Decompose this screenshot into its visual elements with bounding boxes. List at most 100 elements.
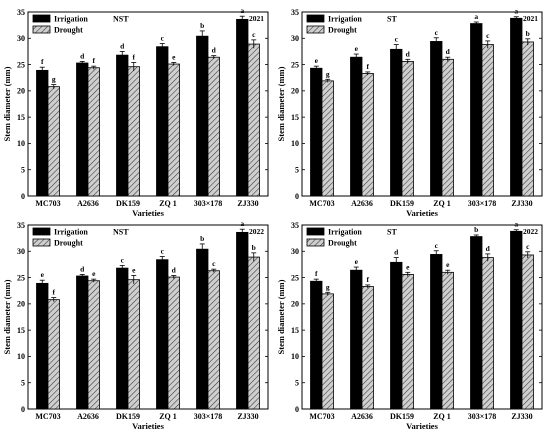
y-tick-label: 35: [17, 8, 25, 17]
legend-treatment-note: NST: [113, 15, 129, 24]
significance-letter: f: [315, 269, 318, 278]
significance-letter: f: [53, 288, 56, 297]
x-tick-label: 303×178: [468, 199, 497, 208]
bar-irrigation: [310, 67, 323, 197]
y-tick-label: 35: [17, 221, 25, 230]
x-tick-label: DK159: [116, 199, 140, 208]
y-tick-label: 0: [21, 405, 25, 414]
legend-treatment-note: ST: [387, 15, 397, 24]
x-tick-label: DK159: [116, 412, 140, 421]
y-tick-label: 15: [291, 326, 299, 335]
significance-letter: e: [355, 257, 359, 266]
significance-letter: b: [252, 243, 256, 252]
y-tick-label: 0: [295, 192, 299, 201]
bar-irrigation: [430, 254, 443, 410]
bar-irrigation: [76, 275, 89, 410]
x-tick-label: ZQ 1: [159, 199, 177, 208]
significance-letter: d: [406, 49, 411, 58]
bar-drought: [321, 80, 334, 197]
y-axis-label: Stem diameter (mm): [276, 66, 286, 141]
y-tick-label: 15: [291, 113, 299, 122]
plot-frame: [27, 224, 269, 410]
y-tick-label: 35: [291, 8, 299, 17]
year-label: 2022: [249, 227, 264, 236]
legend-label-drought: Drought: [328, 26, 357, 35]
bar-drought: [127, 66, 140, 197]
significance-letter: g: [326, 69, 330, 78]
significance-letter: d: [446, 47, 451, 56]
y-tick-label: 25: [291, 60, 299, 69]
y-tick-label: 25: [291, 273, 299, 282]
significance-letter: g: [326, 282, 330, 291]
y-tick-label: 25: [17, 273, 25, 282]
legend-label-drought: Drought: [54, 26, 83, 35]
significance-letter: b: [474, 225, 478, 234]
bar-irrigation: [116, 54, 129, 197]
bar-irrigation: [350, 269, 363, 410]
x-tick-label: A2636: [351, 412, 373, 421]
year-label: 2022: [523, 227, 538, 236]
y-tick-label: 30: [291, 247, 299, 256]
legend-label-irrigation: Irrigation: [54, 15, 88, 24]
x-tick-label: ZQ 1: [433, 412, 451, 421]
x-tick-label: 303×178: [468, 412, 497, 421]
bar-irrigation: [36, 69, 49, 197]
y-axis-label: Stem diameter (mm): [276, 279, 286, 354]
bar-irrigation: [156, 259, 169, 410]
bar-irrigation: [236, 231, 249, 410]
bar-irrigation: [470, 236, 483, 410]
significance-letter: a: [474, 12, 478, 21]
bar-irrigation: [390, 261, 403, 410]
bar-drought: [401, 274, 414, 410]
x-tick-label: MC703: [35, 412, 60, 421]
bar-irrigation: [350, 56, 363, 197]
significance-letter: b: [526, 29, 530, 38]
bar-irrigation: [310, 280, 323, 410]
significance-letter: a: [514, 220, 518, 229]
x-axis-label: Varieties: [406, 208, 438, 218]
x-tick-label: A2636: [351, 199, 373, 208]
significance-letter: e: [315, 56, 319, 65]
significance-letter: e: [355, 44, 359, 53]
significance-letter: f: [133, 52, 136, 61]
bar-irrigation: [36, 282, 49, 410]
significance-letter: a: [240, 219, 244, 228]
significance-letter: e: [132, 265, 136, 274]
legend-label-irrigation: Irrigation: [54, 228, 88, 237]
bar-drought: [441, 271, 454, 410]
bar-drought: [127, 279, 140, 410]
y-tick-label: 0: [295, 405, 299, 414]
x-tick-label: ZJ330: [511, 199, 532, 208]
bar-drought: [167, 63, 180, 197]
significance-letter: d: [80, 264, 85, 273]
significance-letter: e: [406, 262, 410, 271]
y-tick-label: 5: [295, 166, 299, 175]
bar-drought: [47, 86, 60, 197]
bar-irrigation: [196, 35, 209, 197]
significance-letter: c: [212, 259, 216, 268]
plot-frame: [301, 11, 543, 197]
bar-drought: [87, 280, 100, 410]
bar-drought: [167, 276, 180, 410]
significance-letter: a: [514, 7, 518, 16]
significance-letter: c: [161, 247, 165, 256]
y-tick-label: 5: [21, 379, 25, 388]
bar-drought: [361, 73, 374, 197]
significance-letter: d: [172, 265, 177, 274]
x-tick-label: 303×178: [194, 412, 223, 421]
y-tick-label: 10: [291, 352, 299, 361]
bar-drought: [207, 56, 220, 197]
legend-swatch-drought: [306, 238, 325, 247]
year-label: 2021: [249, 14, 264, 23]
significance-letter: d: [486, 244, 491, 253]
bar-irrigation: [76, 62, 89, 197]
y-tick-label: 5: [295, 379, 299, 388]
x-tick-label: A2636: [77, 199, 99, 208]
y-axis-label: Stem diameter (mm): [2, 279, 12, 354]
significance-letter: c: [486, 31, 490, 40]
y-tick-label: 30: [291, 34, 299, 43]
bar-drought: [401, 61, 414, 197]
